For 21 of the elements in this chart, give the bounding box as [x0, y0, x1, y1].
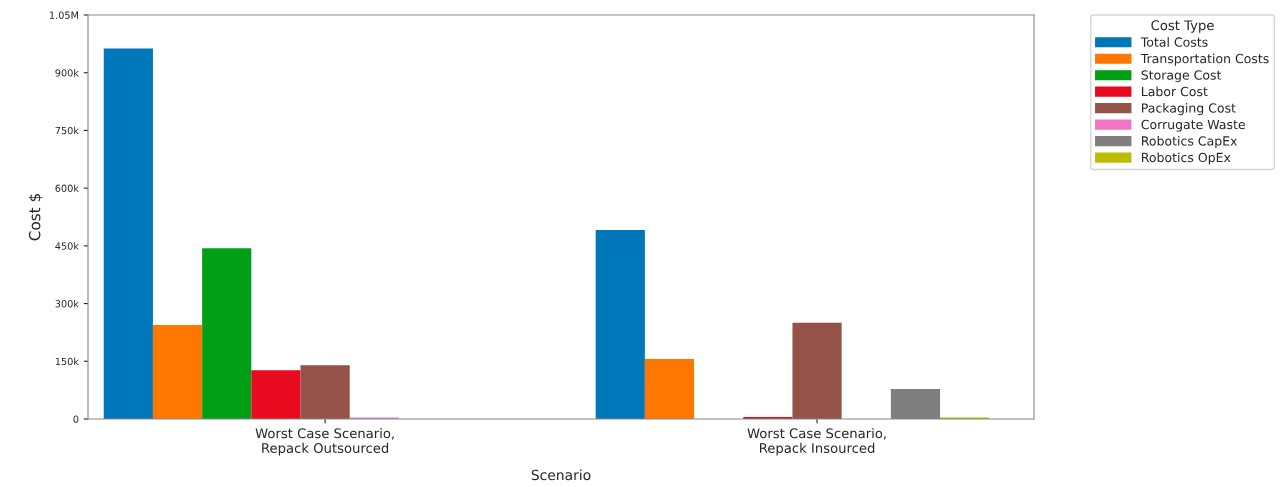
legend-title: Cost Type — [1151, 20, 1214, 33]
legend-label: Robotics OpEx — [1141, 152, 1231, 165]
legend-label: Corrugate Waste — [1141, 119, 1245, 132]
y-tick-label: 150k — [55, 357, 79, 366]
y-tick-label: 0 — [73, 415, 79, 423]
legend-label: Storage Cost — [1141, 70, 1222, 83]
legend-label: Total Costs — [1140, 37, 1208, 47]
x-tick-label: Worst Case Scenario, Repack Insourced — [747, 428, 886, 456]
legend-label: Labor Cost — [1141, 86, 1208, 97]
y-tick-label: 750k — [55, 126, 79, 135]
y-tick-label: 300k — [55, 299, 79, 308]
y-axis-title: Cost $ — [28, 194, 43, 241]
x-tick-label: Worst Case Scenario, Repack Outsourced — [255, 428, 394, 456]
legend-label: Transportation Costs — [1140, 53, 1269, 66]
y-tick-label: 450k — [55, 242, 79, 250]
y-tick-label: 600k — [55, 184, 79, 192]
legend-label: Robotics CapEx — [1141, 135, 1238, 149]
y-tick-label: 900k — [55, 69, 79, 77]
x-axis-title: Scenario — [531, 469, 591, 481]
y-tick-label: 1.05M — [50, 11, 79, 19]
legend-label: Packaging Cost — [1141, 103, 1236, 116]
